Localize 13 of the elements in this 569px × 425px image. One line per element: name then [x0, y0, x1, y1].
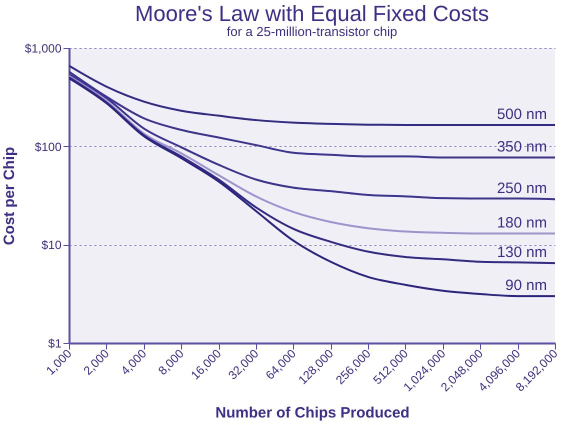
y-tick-label: $1,000	[24, 42, 62, 56]
series-label: 180 nm	[496, 214, 547, 232]
y-tick-label: $10	[41, 238, 62, 252]
series-label: 350 nm	[496, 138, 547, 156]
y-tick-label: $1	[48, 336, 62, 350]
y-axis-title: Cost per Chip	[0, 146, 18, 246]
y-tick-label: $100	[34, 140, 62, 154]
series-label: 250 nm	[496, 180, 547, 198]
series-label: 130 nm	[496, 244, 547, 262]
series-label: 500 nm	[496, 106, 547, 123]
series-label: 90 nm	[505, 277, 547, 294]
x-axis-title: Number of Chips Produced	[215, 404, 410, 422]
chart-title: Moore's Law with Equal Fixed Costs	[135, 1, 489, 26]
